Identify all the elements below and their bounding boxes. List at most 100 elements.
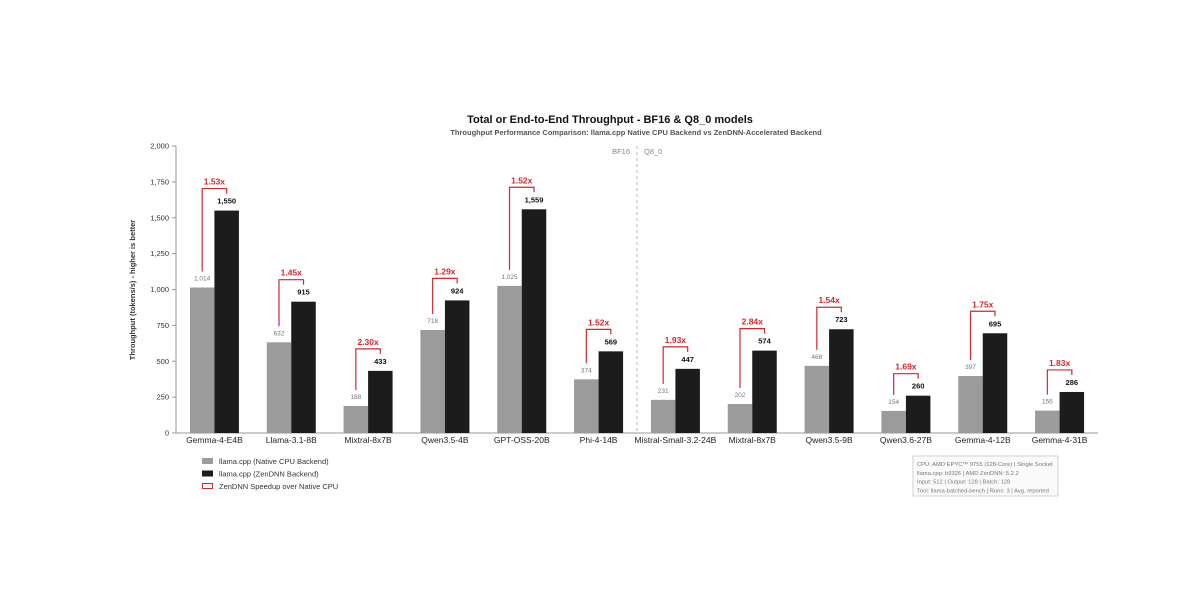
zendnn-value-label: 695	[989, 319, 1002, 328]
y-tick-label: 500	[156, 357, 169, 366]
native-value-label: 632	[274, 330, 285, 337]
bar-native	[804, 365, 830, 433]
y-tick-label: 0	[165, 429, 169, 438]
bar-zendnn	[752, 350, 777, 433]
bar-zendnn	[982, 333, 1008, 433]
native-value-label: 156	[1042, 399, 1053, 406]
speedup-label: 1.83x	[1049, 358, 1071, 368]
speedup-bracket	[739, 328, 766, 389]
category-label: Qwen3.6-27B	[880, 435, 932, 445]
zendnn-value-label: 286	[1066, 378, 1079, 387]
bar-native	[343, 406, 369, 433]
bar-native	[958, 376, 983, 433]
legend-zendnn-swatch	[202, 470, 213, 477]
y-tick-label: 1,750	[150, 177, 169, 186]
category-label: Gemma-4-31B	[1032, 435, 1088, 445]
y-axis-label: Throughput (tokens/s) - higher is better	[128, 220, 137, 360]
bar-native	[650, 399, 676, 433]
category-label: Gemma-4-E4B	[186, 435, 243, 445]
category-label: Qwen3.5-4B	[421, 435, 469, 445]
speedup-bracket	[278, 279, 305, 327]
speedup-bracket	[585, 328, 612, 364]
bar-native	[189, 287, 215, 433]
y-tick-label: 1,250	[150, 249, 169, 258]
native-value-label: 1,025	[501, 274, 518, 281]
y-tick-label: 2,000	[150, 142, 169, 151]
zendnn-value-label: 574	[758, 337, 771, 346]
legend: llama.cpp (Native CPU Backend) llama.cpp …	[202, 457, 338, 491]
legend-zendnn-label: llama.cpp (ZenDNN Backend)	[219, 470, 319, 479]
speedup-label: 1.45x	[281, 268, 303, 278]
speedup-label: 1.75x	[972, 299, 994, 309]
speedup-label: 1.29x	[434, 266, 456, 276]
y-tick-label: 1,000	[150, 285, 169, 294]
info-box-line: Tool: llama-batched-bench | Runs: 3 | Av…	[917, 488, 1049, 494]
category-label: Qwen3.5-9B	[805, 435, 853, 445]
bar-native	[420, 329, 445, 433]
speedup-label: 1.69x	[895, 362, 917, 372]
speedup-label: 1.54x	[818, 295, 840, 305]
speedup-bracket	[355, 348, 381, 391]
y-tick-label: 1,500	[150, 213, 169, 222]
axes: 0 250 500 750 1,000 1,250 1,500 1,750 2,000 BF16 Q…	[150, 142, 1098, 438]
speedup-label: 1.53x	[204, 177, 226, 187]
zendnn-value-label: 569	[605, 337, 618, 346]
speedup-label: 1.52x	[588, 317, 610, 327]
zendnn-value-label: 915	[297, 288, 310, 297]
category-label: Mixtral-8x7B	[344, 435, 392, 445]
bar-native	[881, 410, 906, 433]
info-box-frame	[912, 455, 1059, 497]
bar-native	[497, 285, 522, 433]
bar-native	[1035, 410, 1060, 433]
zendnn-value-label: 1,559	[525, 195, 544, 204]
native-value-label: 374	[581, 367, 592, 374]
category-label: GPT-OSS-20B	[494, 435, 550, 445]
bar-zendnn	[521, 209, 547, 433]
native-value-label: 468	[811, 354, 822, 361]
category-label: Llama-3.1-8B	[266, 435, 317, 445]
y-tick-label: 250	[156, 393, 169, 402]
zendnn-value-label: 433	[374, 357, 387, 366]
zendnn-value-label: 924	[451, 286, 464, 295]
bar-zendnn	[1059, 391, 1085, 433]
bar-native	[727, 404, 753, 433]
zendnn-value-label: 1,550	[217, 197, 236, 206]
speedup-bracket	[816, 306, 842, 350]
bars: 1,014 1,550 1.53x Gemma-4-E4B 632 915 1.45x Lla…	[186, 175, 1088, 445]
bar-native	[266, 342, 292, 433]
chart-subtitle: Throughput Performance Comparison: llama…	[450, 128, 822, 137]
info-box-line: Input: 512 | Output: 128 | Batch: 128	[917, 480, 1010, 486]
bar-zendnn	[829, 329, 854, 433]
zendnn-value-label: 447	[681, 355, 694, 364]
bar-zendnn	[291, 301, 316, 433]
native-value-label: 397	[965, 364, 976, 371]
speedup-label: 2.84x	[742, 317, 764, 327]
info-box-line: llama.cpp: b9326 | AMD ZenDNN: 5.2.2	[917, 471, 1019, 477]
legend-native-label: llama.cpp (Native CPU Backend)	[219, 457, 329, 466]
category-label: Gemma-4-12B	[955, 435, 1011, 445]
legend-speedup-swatch	[202, 483, 213, 489]
bar-native	[574, 379, 599, 433]
y-tick-label: 750	[156, 321, 169, 330]
legend-native-swatch	[202, 458, 213, 464]
category-label: Phi-4-14B	[580, 435, 618, 445]
info-box-line: CPU: AMD EPYC™ 9755 (128-Core) | Single …	[917, 462, 1053, 468]
category-label: Mixtral-8x7B	[729, 435, 777, 445]
section-label: BF16	[612, 147, 630, 156]
native-value-label: 718	[427, 318, 438, 325]
native-value-label: 188	[350, 394, 361, 401]
speedup-label: 1.93x	[665, 335, 687, 345]
legend-speedup-label: ZenDNN Speedup over Native CPU	[219, 482, 338, 491]
speedup-bracket	[1046, 369, 1073, 395]
speedup-bracket	[432, 277, 458, 314]
speedup-bracket	[662, 346, 689, 384]
bar-zendnn	[368, 370, 393, 433]
native-value-label: 202	[735, 392, 746, 399]
bar-zendnn	[444, 300, 470, 433]
bar-zendnn	[905, 395, 931, 433]
speedup-bracket	[893, 373, 919, 395]
bar-zendnn	[214, 210, 239, 433]
info-box: CPU: AMD EPYC™ 9755 (128-Core) | Single …	[912, 455, 1059, 497]
bar-zendnn	[675, 368, 700, 433]
